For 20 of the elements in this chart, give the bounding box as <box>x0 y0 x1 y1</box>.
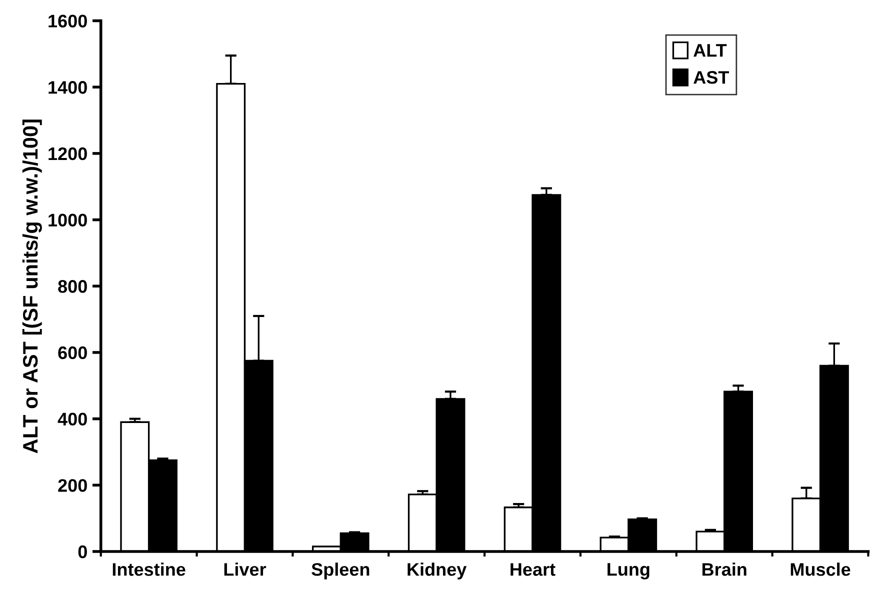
x-tick-label: Lung <box>608 563 650 580</box>
y-tick-label: 1600 <box>48 14 87 28</box>
y-tick-label: 400 <box>58 412 87 426</box>
y-tick-label: 1400 <box>48 81 87 94</box>
y-tick-label: 200 <box>58 479 87 492</box>
y-tick-label: 600 <box>58 346 87 360</box>
y-tick-label: 1200 <box>48 147 87 160</box>
x-tick-label: Intestine <box>112 562 186 576</box>
y-tick-label: 0 <box>78 545 87 558</box>
x-tick-label: Kidney <box>408 562 467 580</box>
y-tick-label: 1000 <box>48 214 87 226</box>
x-tick-label: Muscle <box>790 562 850 576</box>
x-tick-label: Liver <box>224 562 266 576</box>
x-tick-label: Heart <box>510 563 556 576</box>
x-tick-label: Spleen <box>312 562 370 580</box>
y-axis-title: ALT or AST [(SF units/g w.w.)/100] <box>22 120 42 454</box>
legend-label: AST <box>694 71 730 84</box>
legend-label: ALT <box>694 44 727 57</box>
y-tick-label: 800 <box>58 280 87 293</box>
x-tick-label: Brain <box>702 562 746 576</box>
